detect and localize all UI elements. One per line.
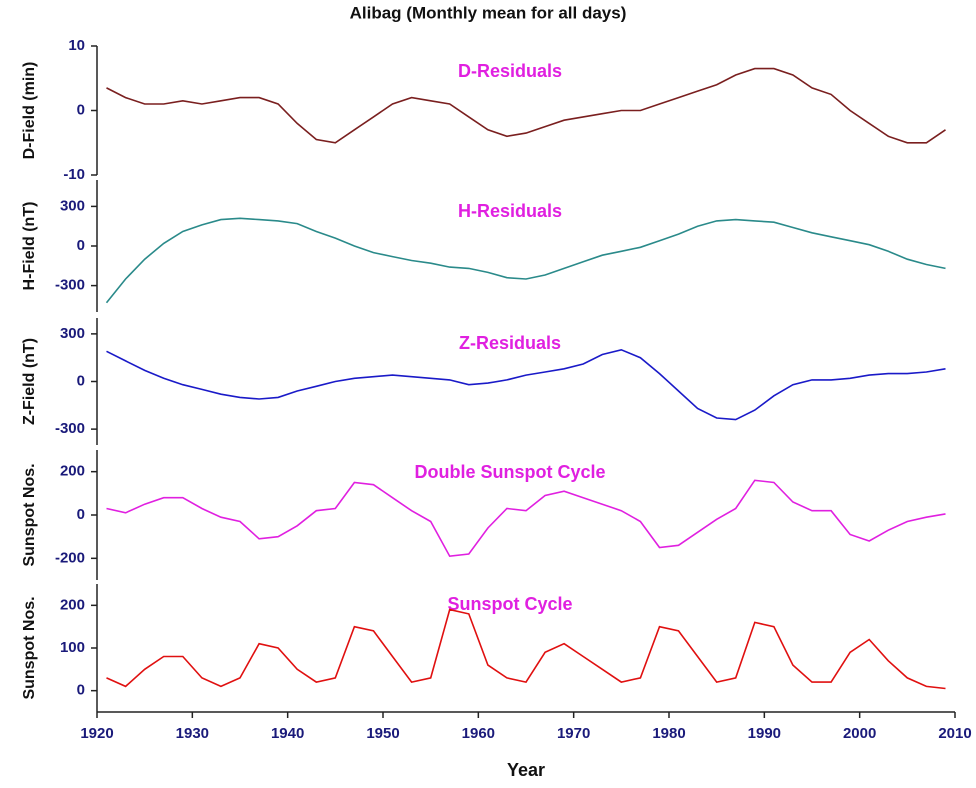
y-tick-label: 300 [60, 325, 85, 342]
x-tick-label: 1920 [80, 725, 113, 742]
y-tick-label: 300 [60, 197, 85, 214]
x-tick-label: 1940 [271, 725, 304, 742]
panel-annotation: D-Residuals [458, 61, 562, 81]
panel-annotation: Sunspot Cycle [447, 594, 572, 614]
panel-annotation: Z-Residuals [459, 333, 561, 353]
data-line [106, 348, 946, 421]
y-tick-label: -200 [55, 549, 85, 566]
y-tick-label: -10 [63, 166, 85, 183]
data-line [105, 217, 946, 304]
x-tick-label: 2010 [938, 725, 971, 742]
x-tick-label: 1950 [366, 725, 399, 742]
x-tick-label: 2000 [843, 725, 876, 742]
y-tick-label: -300 [55, 277, 85, 294]
panel-annotation: Double Sunspot Cycle [414, 462, 605, 482]
data-line [106, 479, 946, 558]
y-axis-title: Sunspot Nos. [21, 596, 38, 699]
y-axis-title: D-Field (min) [21, 62, 38, 160]
y-axis-title: H-Field (nT) [21, 202, 38, 291]
y-tick-label: 0 [77, 506, 85, 523]
y-tick-label: -300 [55, 420, 85, 437]
y-tick-label: 200 [60, 463, 85, 480]
y-tick-label: 0 [77, 237, 85, 254]
y-axis-title: Z-Field (nT) [21, 338, 38, 425]
y-tick-label: 10 [68, 37, 85, 54]
y-axis-title: Sunspot Nos. [21, 463, 38, 566]
y-tick-label: 200 [60, 596, 85, 613]
y-tick-label: 100 [60, 639, 85, 656]
x-tick-label: 1970 [557, 725, 590, 742]
data-line [106, 608, 946, 690]
y-tick-label: 0 [77, 372, 85, 389]
y-tick-label: 0 [77, 682, 85, 699]
x-tick-label: 1930 [176, 725, 209, 742]
chart-title: Alibag (Monthly mean for all days) [350, 3, 627, 22]
y-tick-label: 0 [77, 101, 85, 118]
x-tick-label: 1960 [462, 725, 495, 742]
x-tick-label: 1990 [748, 725, 781, 742]
x-tick-label: 1980 [652, 725, 685, 742]
x-axis-title: Year [507, 760, 545, 780]
data-line [106, 67, 946, 144]
panel-annotation: H-Residuals [458, 201, 562, 221]
